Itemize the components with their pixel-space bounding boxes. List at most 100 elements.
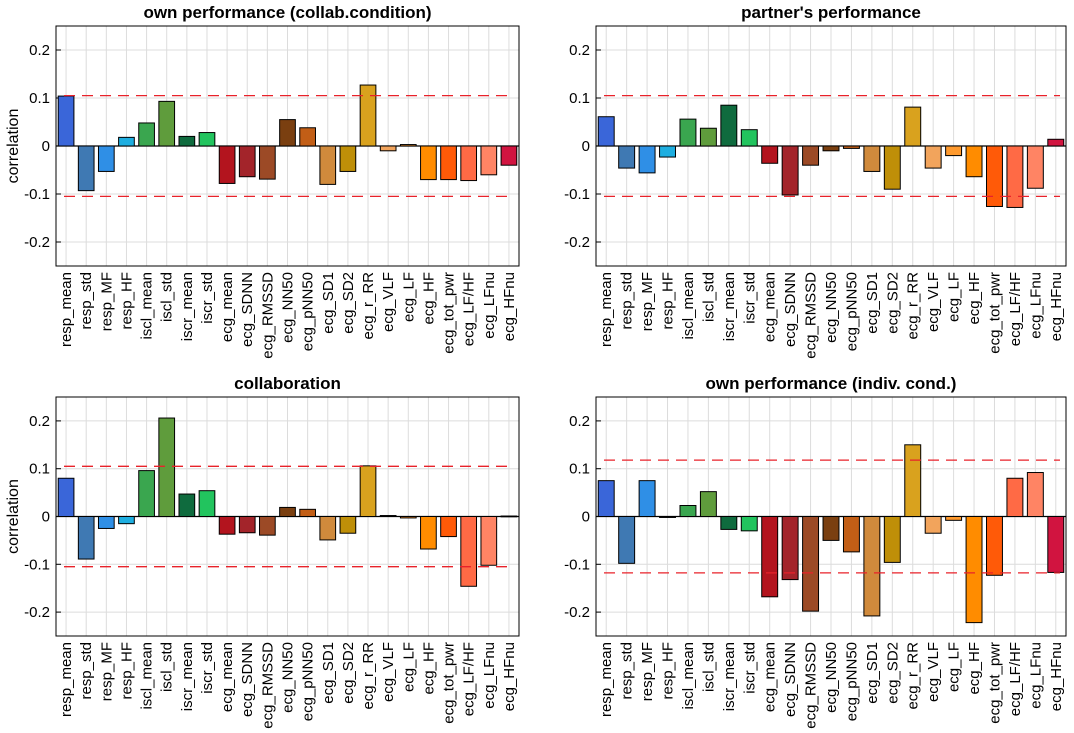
y-tick-label: 0.2 xyxy=(29,413,50,430)
bar-iscr-mean xyxy=(720,104,738,147)
bar-ecg-LF-HF xyxy=(460,516,478,587)
bar-resp-std xyxy=(618,516,636,564)
bar-resp-HF xyxy=(118,516,135,525)
bar-iscl-std xyxy=(158,100,176,147)
x-tick-label: resp_MF xyxy=(639,642,656,701)
bar-iscr-mean xyxy=(178,135,196,147)
axes-frame xyxy=(55,396,520,637)
bar-ecg-LFnu xyxy=(480,145,498,176)
x-tick-label: iscl_mean xyxy=(139,642,156,710)
bar-ecg-SDNN xyxy=(238,516,256,534)
bar-ecg-LF xyxy=(399,516,417,519)
bar-ecg-LFnu xyxy=(1026,472,1044,517)
x-tick-label: resp_std xyxy=(78,272,95,330)
bar-iscl-std xyxy=(158,417,176,518)
bar-ecg-LFnu xyxy=(480,516,498,566)
bar-ecg-NN50 xyxy=(822,516,840,541)
x-tick-label: resp_mean xyxy=(58,272,75,347)
bar-ecg-RMSSD xyxy=(259,145,276,180)
bar-ecg-mean xyxy=(218,516,236,535)
x-tick-label: resp_MF xyxy=(98,272,115,331)
subplot-own-performance-indiv: -0.2 -0.1 0 0.1 0.2 own performance (indiv. c… xyxy=(564,374,1067,729)
x-tick-label: ecg_pNN50 xyxy=(300,272,317,351)
x-tick-label: ecg_SDNN xyxy=(782,642,799,717)
bar-resp-mean xyxy=(57,477,75,518)
bar-ecg-SDNN xyxy=(238,145,256,178)
x-tick-label: ecg_r_RR xyxy=(360,272,377,340)
x-tick-label: ecg_pNN50 xyxy=(843,272,860,351)
x-tick-label: ecg_RMSSD xyxy=(803,272,820,359)
y-tick-label: 0.2 xyxy=(569,42,590,59)
subplot-own-performance-collab: -0.2 -0.1 0 0.1 0.2 own performance (collab.c… xyxy=(5,3,520,359)
x-tick-label: ecg_LFnu xyxy=(1027,642,1044,709)
x-tick-label: ecg_SD1 xyxy=(864,642,881,704)
x-tick-label: ecg_HF xyxy=(420,642,437,695)
x-tick-label: ecg_LFnu xyxy=(1027,272,1044,339)
x-tick-label: ecg_r_RR xyxy=(360,642,377,710)
x-tick-label: ecg_tot_pwr xyxy=(986,272,1003,354)
bar-ecg-SD2 xyxy=(339,516,357,534)
axes-frame xyxy=(595,25,1067,267)
x-tick-label: ecg_r_RR xyxy=(905,272,922,340)
x-tick-label: iscr_std xyxy=(741,642,758,694)
bar-ecg-tot-pwr xyxy=(440,145,457,181)
bar-ecg-HFnu xyxy=(1047,138,1065,147)
x-tick-label: ecg_SD2 xyxy=(884,642,901,704)
x-tick-label: iscl_std xyxy=(700,272,717,322)
x-tick-label: ecg_LF xyxy=(946,642,963,692)
bar-ecg-VLF xyxy=(379,145,397,152)
chart-title: own performance (collab.condition) xyxy=(143,3,431,22)
x-tick-label: ecg_tot_pwr xyxy=(986,642,1003,724)
bar-ecg-SDNN xyxy=(781,516,799,581)
bar-ecg-SD1 xyxy=(863,145,881,172)
bar-ecg-pNN50 xyxy=(842,516,860,553)
bar-resp-MF xyxy=(97,516,115,529)
x-tick-label: ecg_pNN50 xyxy=(843,642,860,721)
x-tick-label: ecg_LFnu xyxy=(481,642,498,709)
x-tick-label: ecg_NN50 xyxy=(823,272,840,343)
bar-ecg-HFnu xyxy=(1047,516,1065,573)
bar-resp-mean xyxy=(597,480,615,517)
x-tick-label: ecg_tot_pwr xyxy=(441,272,458,354)
x-tick-label: ecg_HFnu xyxy=(501,642,518,711)
x-tick-label: iscr_mean xyxy=(179,272,196,341)
x-tick-label: ecg_RMSSD xyxy=(803,642,820,729)
x-tick-label: iscr_std xyxy=(199,272,216,324)
x-tick-label: resp_MF xyxy=(639,272,656,331)
bar-resp-HF xyxy=(659,516,676,518)
x-tick-label: ecg_HF xyxy=(420,272,437,325)
x-tick-label: resp_mean xyxy=(58,642,75,717)
x-tick-label: ecg_SD2 xyxy=(884,272,901,334)
y-tick-label: 0.2 xyxy=(569,413,590,430)
bar-resp-MF xyxy=(638,480,656,517)
subplot-collaboration: -0.2 -0.1 0 0.1 0.2 collaboration correlation r… xyxy=(5,374,520,729)
x-tick-label: ecg_mean xyxy=(219,642,236,712)
bar-ecg-SD1 xyxy=(863,516,881,617)
bar-ecg-SD1 xyxy=(319,145,337,185)
y-tick-label: -0.2 xyxy=(24,234,50,251)
y-tick-label: -0.1 xyxy=(24,556,50,573)
y-tick-label: -0.2 xyxy=(24,604,50,621)
bar-ecg-RMSSD xyxy=(259,516,276,536)
bar-ecg-SD2 xyxy=(339,145,357,172)
x-tick-label: iscl_std xyxy=(159,272,176,322)
chart-title: own performance (indiv. cond.) xyxy=(706,374,957,393)
x-tick-label: ecg_SD1 xyxy=(864,272,881,334)
x-tick-label: ecg_SD1 xyxy=(320,272,337,334)
y-tick-label: 0 xyxy=(42,138,50,155)
chart-title: collaboration xyxy=(234,374,341,393)
x-tick-label: iscl_std xyxy=(159,642,176,692)
x-tick-label: iscr_std xyxy=(741,272,758,324)
x-tick-label: resp_HF xyxy=(660,272,677,330)
bar-ecg-LF xyxy=(945,145,963,157)
y-tick-label: -0.1 xyxy=(24,186,50,203)
y-tick-label: -0.2 xyxy=(564,604,590,621)
y-tick-label: 0 xyxy=(42,509,50,526)
x-tick-label: iscr_std xyxy=(199,642,216,694)
bar-ecg-HF xyxy=(965,516,983,624)
bar-ecg-r-RR xyxy=(904,106,922,147)
axes-frame xyxy=(595,396,1067,637)
bar-ecg-mean xyxy=(761,145,779,164)
bar-resp-mean xyxy=(57,95,75,147)
bar-iscr-std xyxy=(740,129,758,147)
